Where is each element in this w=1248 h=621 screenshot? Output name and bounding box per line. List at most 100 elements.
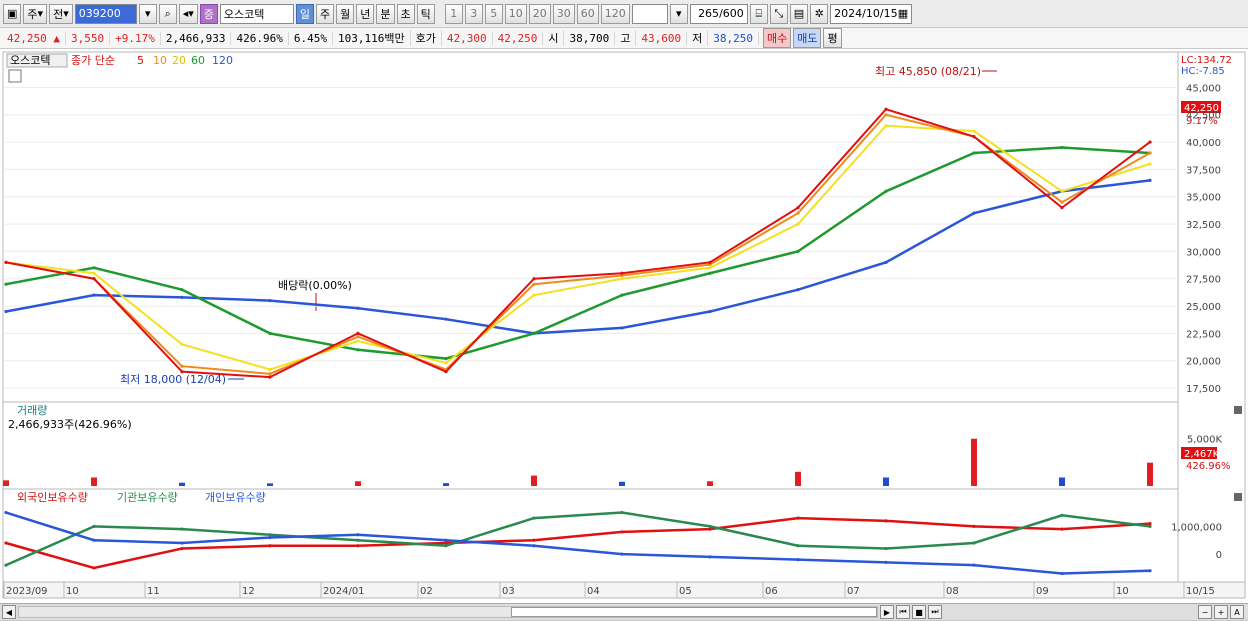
x-axis-label: 05 [679, 586, 692, 597]
interval-label: 20 [532, 7, 547, 20]
interval-label: 30 [556, 7, 571, 20]
ma60-point [884, 189, 888, 193]
ma60-line [5, 146, 1151, 360]
scroll-thumb[interactable] [511, 607, 877, 617]
period-tick[interactable]: 틱 [416, 3, 435, 24]
sell-label: 매도 [797, 32, 818, 45]
ma120-point [92, 293, 96, 297]
low-note: 최저 18,000 (12/04) [120, 373, 226, 386]
interval-3[interactable]: 3 [464, 3, 483, 24]
scroll-right-icon[interactable]: ▶ [880, 605, 894, 619]
gear-icon[interactable]: ✲ [810, 3, 829, 24]
holdings-point [92, 538, 96, 542]
calendar-icon[interactable]: ▦ [897, 7, 909, 20]
bid-price: 42,250 [493, 31, 544, 45]
x-axis-label: 10/15 [1186, 586, 1215, 597]
count-value: 265 [698, 7, 720, 20]
interval-30[interactable]: 30 [552, 3, 575, 24]
volume-panel-close-icon[interactable] [1234, 406, 1242, 414]
current-price-marker-label: 42,250 [1184, 103, 1219, 114]
period-label: 틱 [420, 7, 431, 21]
custom-interval-input[interactable] [631, 3, 668, 24]
interval-120[interactable]: 120 [600, 3, 630, 24]
holdings-point [444, 544, 448, 548]
count-field[interactable]: 265/600 [689, 3, 748, 24]
chart-area[interactable]: 오스코텍 종가 단순 5 10 20 60 120 LC:134.72 HC:-… [0, 49, 1248, 603]
holdings-point [708, 555, 712, 559]
first-icon[interactable]: ⏮ [896, 605, 910, 619]
period-type-select[interactable]: 주 ▾ [23, 3, 48, 24]
interval-5[interactable]: 5 [484, 3, 503, 24]
price-y-tick-label: 22,500 [1186, 329, 1221, 340]
window-icon[interactable]: ▣ [3, 3, 22, 24]
ma60-point [4, 282, 8, 286]
period-minute[interactable]: 분 [376, 3, 395, 24]
save-icon[interactable]: ▤ [789, 3, 809, 24]
ma60-point [620, 293, 624, 297]
interval-60[interactable]: 60 [576, 3, 599, 24]
holdings-point [884, 560, 888, 564]
ma20-point [1148, 162, 1152, 166]
speaker-icon[interactable]: ◂▾ [178, 3, 198, 24]
sell-button[interactable]: 매도 [793, 28, 822, 48]
ma20-point [1060, 189, 1064, 193]
holdings-point [444, 541, 448, 545]
ma120-point [268, 299, 272, 303]
holdings-panel-close-icon[interactable] [1234, 493, 1242, 501]
period-weekly[interactable]: 주 [316, 3, 335, 24]
price-y-tick-label: 40,000 [1186, 138, 1221, 149]
stock-name-field[interactable]: 오스코텍 [219, 3, 294, 24]
prev-button[interactable]: 전 ▾ [49, 3, 73, 24]
period-yearly[interactable]: 년 [356, 3, 375, 24]
period-second[interactable]: 초 [396, 3, 415, 24]
interval-label: 1 [450, 7, 458, 20]
stop-icon[interactable]: ■ [912, 605, 926, 619]
holdings-point [1060, 527, 1064, 531]
zoom-in-icon[interactable]: + [1214, 605, 1228, 619]
price-change-pct: +9.17% [110, 31, 161, 45]
font-icon[interactable]: A [1230, 605, 1244, 619]
period-daily[interactable]: 일 [295, 3, 315, 24]
buy-button[interactable]: 매수 [762, 28, 792, 48]
period-monthly[interactable]: 월 [336, 3, 355, 24]
volume-title: 거래량 [17, 404, 47, 417]
price-y-tick-label: 30,000 [1186, 247, 1221, 258]
ma10-point [708, 262, 712, 267]
low-label: 저 [687, 30, 709, 46]
legend-name-box[interactable] [6, 53, 68, 68]
ma5-line [5, 108, 1151, 379]
toolbar: ▣ 주 ▾ 전 ▾ 039200 ▾ ⌕ ◂▾ 증 오스코텍 일 주 월 년 분 초… [0, 0, 1248, 28]
holdings-y-tick-label: 0 [1216, 550, 1222, 561]
scroll-track[interactable] [18, 606, 878, 618]
code-dropdown-icon[interactable]: ▾ [138, 3, 157, 24]
interval-20[interactable]: 20 [528, 3, 551, 24]
trend-tool-icon[interactable]: ⤡ [769, 3, 788, 24]
search-icon[interactable]: ⌕ [158, 3, 177, 24]
panel-menu-icon[interactable] [8, 69, 22, 83]
last-icon[interactable]: ⏭ [928, 605, 942, 619]
chart-settings-icon[interactable]: ⌸ [749, 3, 768, 24]
interval-10[interactable]: 10 [504, 3, 527, 24]
interval-1[interactable]: 1 [444, 3, 463, 24]
volume-bar [619, 481, 625, 486]
custom-interval-dropdown-icon[interactable]: ▾ [669, 3, 688, 24]
holdings-legend-individual: 개인보유수량 [205, 491, 266, 504]
holdings-point [972, 541, 976, 545]
eval-button[interactable]: 평 [823, 28, 842, 48]
ma10-point [796, 211, 800, 215]
holdings-legend-foreign: 외국인보유수량 [17, 491, 88, 504]
zoom-out-icon[interactable]: − [1198, 605, 1212, 619]
legend-ma20: 20 [172, 54, 186, 67]
volume-bar [1059, 477, 1065, 486]
price-y-ticks: 17,500 20,000 22,500 25,000 27,500 30,000 32,5… [1186, 83, 1221, 395]
holdings-line [5, 516, 1151, 570]
ask-label: 호가 [411, 30, 442, 46]
price-grid [3, 86, 1178, 389]
stock-code-input[interactable]: 039200 [74, 3, 137, 24]
legend-ma5: 5 [137, 54, 144, 67]
ma5-point [92, 277, 96, 281]
date-field[interactable]: 2024/10/15 ▦ [830, 3, 913, 24]
scroll-left-icon[interactable]: ◀ [2, 605, 16, 619]
volume-panel [2, 401, 1179, 490]
holdings-point [180, 546, 184, 551]
